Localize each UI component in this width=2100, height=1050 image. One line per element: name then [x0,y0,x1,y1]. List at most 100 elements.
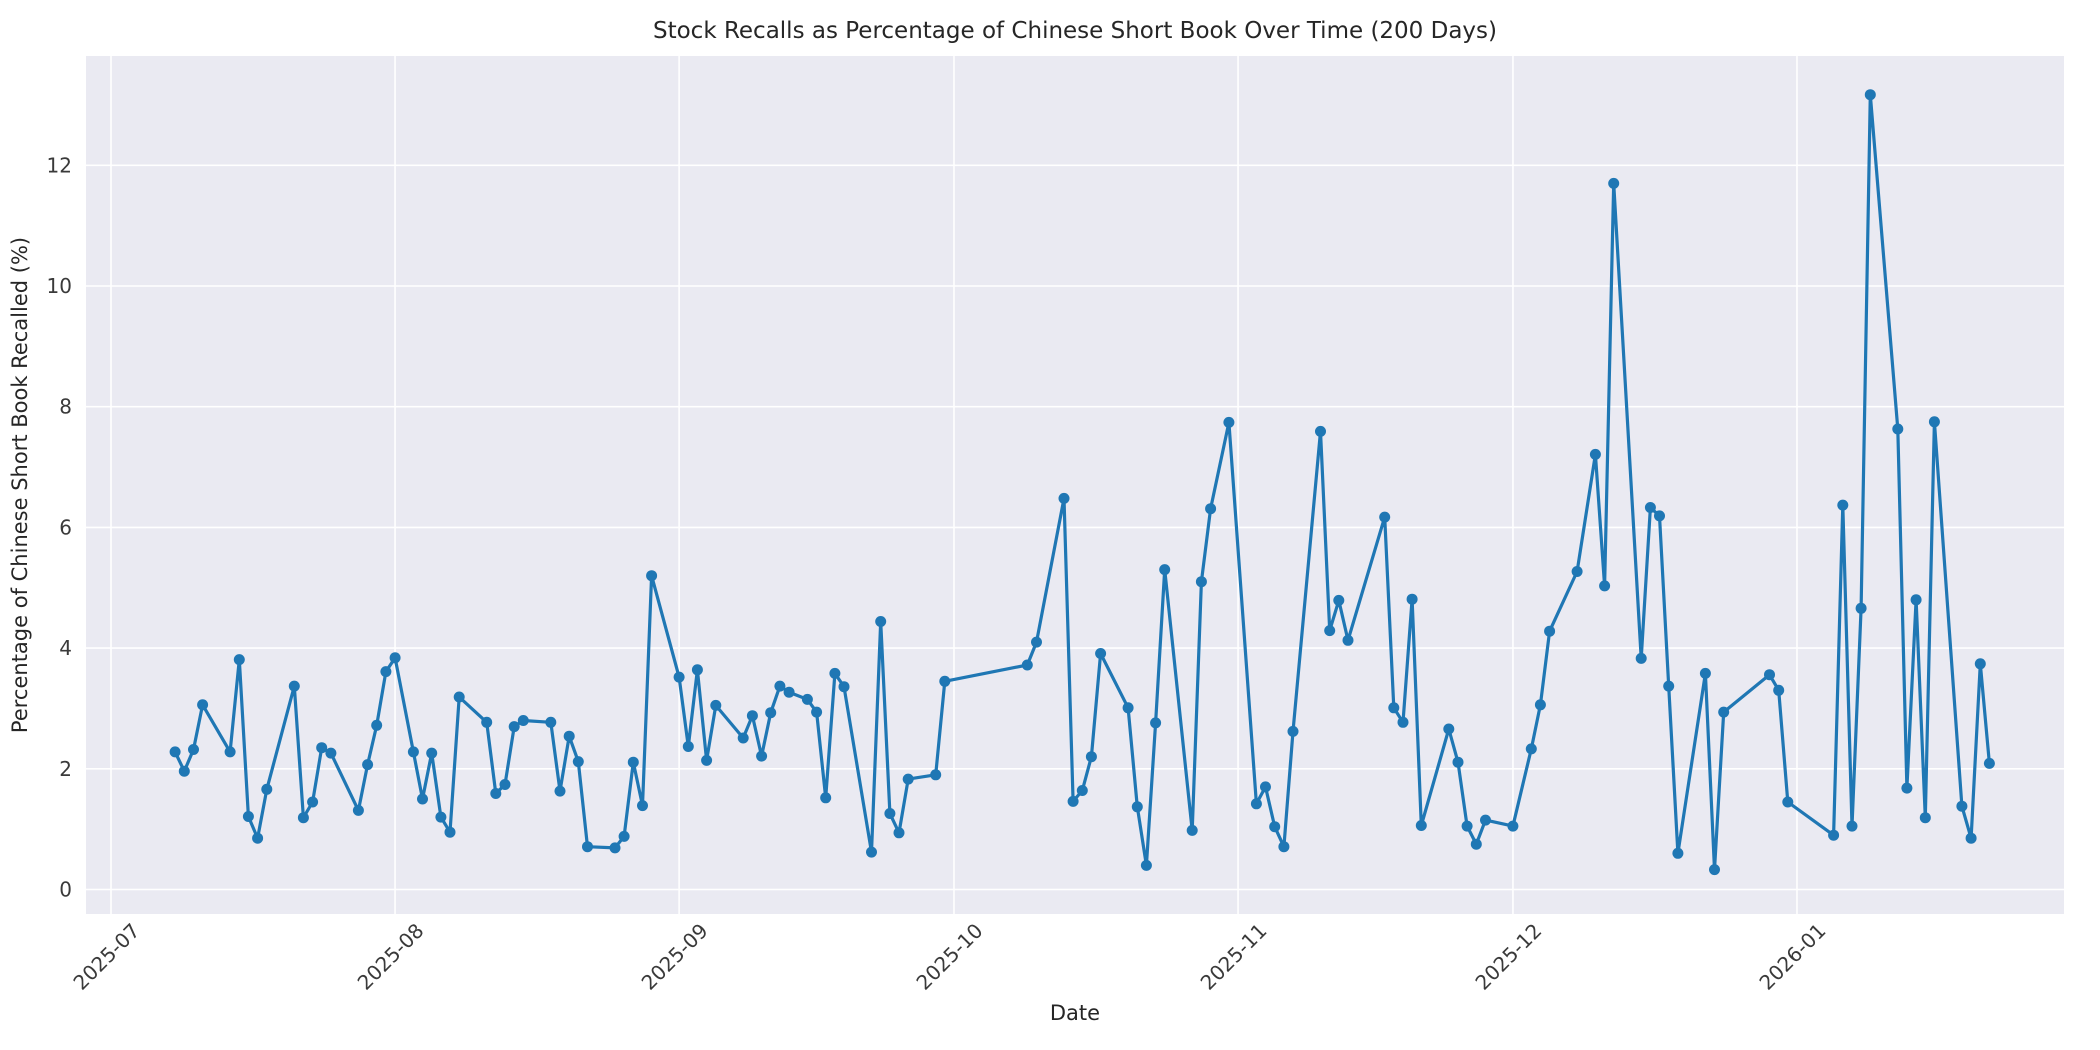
data-point-marker [1910,594,1922,606]
data-point-marker [1644,502,1656,513]
data-point-marker [701,754,713,766]
data-point-marker [637,800,648,812]
data-point-marker [224,746,236,758]
data-point-marker [1159,564,1171,576]
data-point-marker [811,706,823,718]
data-point-marker [875,616,887,627]
data-point-marker [453,691,465,703]
data-point-marker [1470,838,1482,850]
data-point-marker [1534,699,1546,711]
data-point-marker [1324,625,1336,637]
data-point-marker [233,654,245,666]
data-point-marker [1544,625,1556,637]
data-point-marker [1140,859,1152,871]
data-point-marker [1223,416,1235,428]
data-point-marker [1764,669,1775,681]
data-point-marker [1122,702,1134,714]
data-point-marker [1983,757,1995,769]
data-point-marker [691,664,703,676]
data-point-marker [352,804,364,816]
data-point-marker [490,788,502,799]
data-point-marker [1599,580,1611,592]
data-point-marker [1260,781,1271,793]
data-point-marker [737,732,749,744]
data-point-marker [1635,652,1647,664]
data-point-marker [1837,499,1849,511]
data-point-marker [902,773,914,785]
data-point-marker [646,570,658,582]
data-point-marker [1965,832,1977,844]
x-tick-label: 2025-09 [637,919,713,995]
data-series [169,89,1995,876]
data-point-marker [499,779,511,790]
data-point-marker [866,846,877,858]
data-point-marker [1864,89,1876,101]
data-point-marker [252,832,264,844]
data-point-marker [1195,576,1207,588]
data-point-marker [1406,593,1418,605]
y-tick-label: 2 [59,757,72,781]
data-point-marker [884,808,896,819]
data-point-marker [1287,725,1299,737]
y-axis-label: Percentage of Chinese Short Book Recalle… [8,237,32,733]
data-point-marker [1415,820,1427,831]
data-point-marker [1315,425,1326,437]
data-point-marker [1067,795,1079,807]
data-point-marker [838,681,850,693]
data-point-marker [1342,634,1354,646]
gridlines [86,56,2064,914]
data-point-marker [1031,636,1042,648]
data-point-marker [261,783,273,795]
data-point-marker [1058,492,1070,504]
data-point-marker [1956,800,1968,812]
data-point-marker [435,811,447,823]
data-point-marker [1525,743,1537,755]
data-point-marker [1773,684,1785,696]
data-point-marker [1699,667,1711,679]
data-point-marker [1718,706,1730,718]
data-point-marker [197,699,209,711]
data-point-marker [389,652,401,664]
data-point-marker [1654,510,1665,522]
data-point-marker [417,793,428,805]
data-point-marker [362,759,374,771]
data-point-marker [517,715,529,726]
data-point-marker [1846,820,1858,832]
data-point-marker [1397,716,1409,728]
data-point-marker [1278,841,1290,853]
x-tick-label: 2025-10 [911,919,987,995]
data-point-marker [1205,503,1217,515]
x-axis-label: Date [1050,1001,1100,1025]
data-point-marker [1709,864,1720,876]
data-point-marker [563,730,575,742]
data-point-marker [481,716,493,728]
data-point-marker [371,719,383,731]
y-tick-label: 6 [59,515,72,539]
data-point-marker [930,769,942,781]
data-point-marker [756,750,768,762]
data-point-marker [1186,824,1198,836]
data-point-marker [618,830,630,842]
data-point-marker [1076,785,1088,796]
data-point-marker [1507,820,1519,832]
data-point-marker [939,675,951,687]
data-point-marker [444,826,456,838]
data-point-marker [1333,594,1345,606]
data-point-marker [682,741,694,752]
data-point-marker [545,716,557,728]
data-point-marker [1608,177,1620,189]
data-point-marker [1461,820,1473,832]
data-point-marker [1269,821,1281,833]
data-point-marker [407,746,419,758]
data-point-marker [893,827,905,839]
data-point-marker [1388,702,1400,714]
data-point-marker [1480,814,1491,826]
data-point-marker [1379,511,1391,523]
data-point-marker [1443,723,1455,735]
data-point-marker [307,796,319,808]
data-point-marker [1919,812,1931,824]
data-point-marker [1589,448,1601,460]
data-point-marker [1782,796,1794,808]
data-point-marker [774,680,786,692]
data-point-marker [673,671,685,683]
